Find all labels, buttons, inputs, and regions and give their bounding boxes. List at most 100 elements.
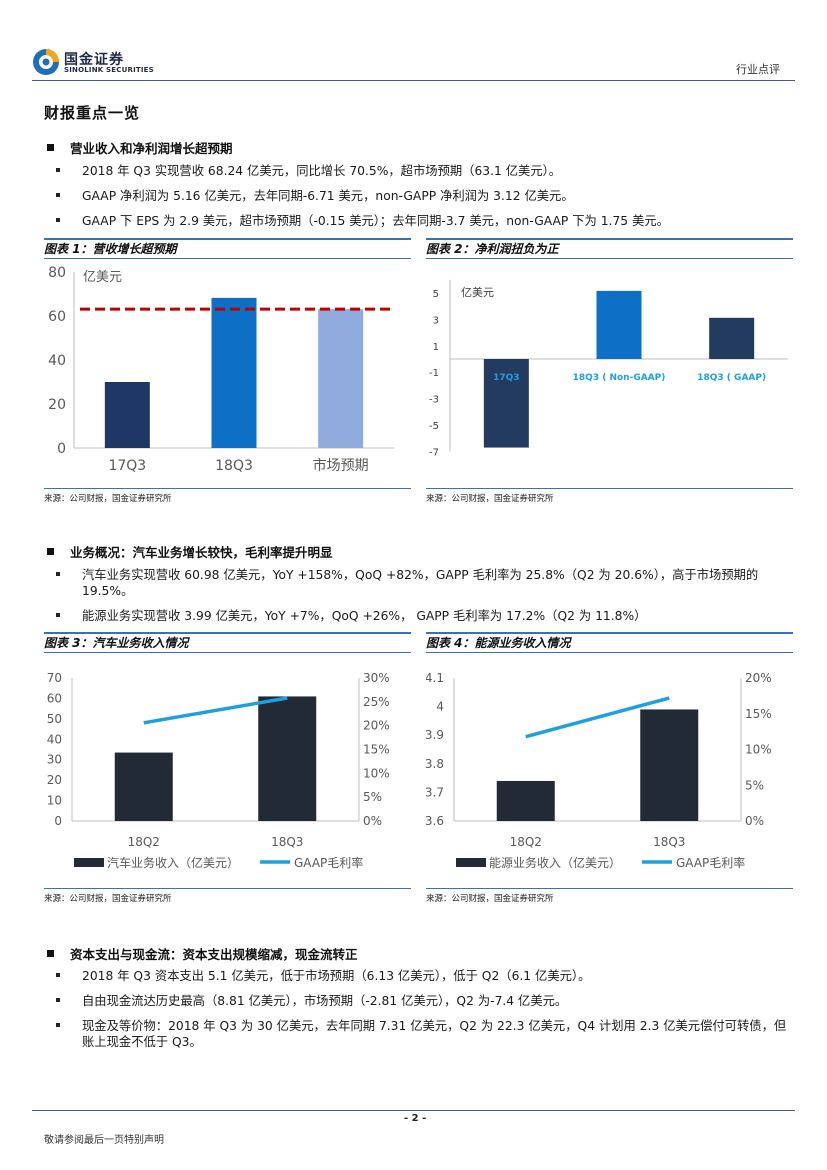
y-left-tick-label: 70 bbox=[47, 671, 62, 685]
gross-margin-line bbox=[525, 696, 670, 739]
figure-2-top-rule bbox=[426, 238, 793, 240]
figure-4-top-rule bbox=[426, 632, 793, 634]
y-right-tick-label: 20% bbox=[363, 719, 390, 733]
figure-4-title: 图表 4：能源业务收入情况 bbox=[426, 636, 571, 650]
square-bullet-icon bbox=[47, 950, 54, 957]
figure-1-title-rule bbox=[44, 258, 411, 259]
subhead-capex-cashflow: 资本支出与现金流：资本支出规模缩减，现金流转正 bbox=[47, 944, 358, 963]
legend-bar-swatch bbox=[74, 858, 104, 867]
x-tick-label: 市场预期 bbox=[313, 457, 369, 474]
chart-auto-business: 0 10 20 30 40 50 60 70 0% 5% 10% 15% 20% 25% 30% 18Q2 18… bbox=[47, 671, 390, 870]
y-right-tick-label: 30% bbox=[363, 671, 390, 685]
y-right-tick-label: 10% bbox=[745, 743, 772, 757]
y-tick-label: 80 bbox=[48, 265, 66, 281]
y-left-tick-label: 3.8 bbox=[426, 757, 444, 771]
y-left-tick-label: 60 bbox=[47, 691, 62, 705]
legend-bar-swatch bbox=[456, 858, 486, 867]
figure-2-title-rule bbox=[426, 258, 793, 259]
header-divider bbox=[32, 80, 795, 81]
figure-1-source: 来源：公司财报，国金证券研究所 bbox=[44, 494, 172, 504]
bar bbox=[496, 780, 555, 821]
x-tick-label: 18Q3 bbox=[271, 835, 303, 849]
legend-line-label: GAAP毛利率 bbox=[294, 855, 363, 870]
disclaimer: 敬请参阅最后一页特别声明 bbox=[44, 1135, 164, 1146]
bullet-text: 2018 年 Q3 资本支出 5.1 亿美元，低于市场预期（6.13 亿美元），… bbox=[82, 969, 591, 983]
x-tick-label: 18Q3 bbox=[653, 835, 685, 849]
y-right-tick-label: 15% bbox=[363, 743, 390, 757]
bullet-icon bbox=[56, 973, 60, 977]
y-left-tick-label: 3.7 bbox=[426, 785, 444, 799]
gross-margin-line bbox=[143, 696, 288, 725]
logo-english-name: SINOLINK SECURITIES bbox=[64, 66, 154, 74]
footer-divider bbox=[32, 1110, 795, 1111]
bullet-text: 汽车业务实现营收 60.98 亿美元，YoY +158%，QoQ +82%，GA… bbox=[82, 568, 759, 598]
logo-chinese-name: 国金证券 bbox=[64, 52, 124, 68]
bullet-text: 自由现金流达历史最高（8.81 亿美元），市场预期（-2.81 亿美元），Q2 … bbox=[82, 994, 568, 1008]
y-tick-label: -1 bbox=[429, 368, 439, 379]
y-left-tick-label: 3.6 bbox=[426, 814, 444, 828]
bullet-text: 能源业务实现营收 3.99 亿美元，YoY +7%，QoQ +26%， GAPP… bbox=[82, 609, 647, 623]
bullet-text: 2018 年 Q3 实现营收 68.24 亿美元，同比增长 70.5%，超市场预… bbox=[82, 164, 562, 178]
unit-label: 亿美元 bbox=[83, 270, 122, 285]
y-left-tick-label: 3.9 bbox=[426, 728, 444, 742]
figure-3-source: 来源：公司财报，国金证券研究所 bbox=[44, 894, 172, 904]
y-right-tick-label: 20% bbox=[745, 671, 772, 685]
y-left-tick-label: 4.1 bbox=[426, 671, 444, 685]
y-left-tick-label: 40 bbox=[47, 732, 62, 746]
figure-2-title: 图表 2：净利润扭负为正 bbox=[426, 242, 559, 256]
y-tick-label: -7 bbox=[429, 447, 439, 458]
y-left-tick-label: 10 bbox=[47, 794, 62, 808]
bar bbox=[258, 696, 317, 821]
square-bullet-icon bbox=[47, 548, 54, 555]
y-right-tick-label: 0% bbox=[363, 814, 382, 828]
y-right-tick-label: 15% bbox=[745, 707, 772, 721]
y-right-tick-label: 25% bbox=[363, 695, 390, 709]
legend-bar-label: 能源业务收入（亿美元） bbox=[489, 855, 621, 870]
bullet-icon bbox=[56, 218, 60, 222]
y-right-tick-label: 0% bbox=[745, 814, 764, 828]
figure-1-top-rule bbox=[44, 238, 411, 240]
legend-bar-label: 汽车业务收入（亿美元） bbox=[107, 855, 239, 870]
bullet-text: 现金及等价物：2018 年 Q3 为 30 亿美元，去年同期 7.31 亿美元，… bbox=[82, 1019, 787, 1049]
chart-revenue: 0 20 40 60 80 亿美元 17Q3 18Q3 市场预期 bbox=[48, 265, 394, 474]
bullet-icon bbox=[56, 613, 60, 617]
bar bbox=[596, 290, 642, 359]
x-tick-label: 18Q2 bbox=[128, 835, 160, 849]
bar bbox=[709, 317, 755, 359]
bar bbox=[114, 752, 173, 821]
bullet-icon bbox=[56, 168, 60, 172]
y-tick-label: -3 bbox=[429, 395, 439, 406]
x-tick-label: 17Q3 bbox=[108, 458, 146, 474]
figure-3-title-rule bbox=[44, 652, 411, 653]
figure-3-top-rule bbox=[44, 632, 411, 634]
chart-net-profit: 5 3 1 -1 -3 -5 -7 亿美元 17Q3 18Q3 ( Non-GAAP) 18Q3 (… bbox=[429, 279, 788, 458]
y-tick-label: 60 bbox=[48, 309, 66, 325]
bullet-icon bbox=[56, 572, 60, 576]
figure-3-bottom-rule bbox=[44, 888, 411, 889]
section-title: 财报重点一览 bbox=[44, 104, 141, 122]
bar bbox=[211, 297, 257, 448]
bar bbox=[483, 359, 529, 448]
subhead-revenue-profit: 营业收入和净利润增长超预期 bbox=[47, 138, 233, 157]
bullet-icon bbox=[56, 1023, 60, 1027]
y-left-tick-label: 20 bbox=[47, 773, 62, 787]
subhead-business-overview: 业务概况：汽车业务增长较快，毛利率提升明显 bbox=[47, 542, 333, 561]
y-left-tick-label: 30 bbox=[47, 753, 62, 767]
y-tick-label: 3 bbox=[433, 315, 439, 326]
y-left-tick-label: 50 bbox=[47, 712, 62, 726]
y-tick-label: 1 bbox=[433, 342, 439, 353]
x-tick-label: 18Q3 bbox=[215, 458, 253, 474]
figure-2-source: 来源：公司财报，国金证券研究所 bbox=[426, 494, 554, 504]
figure-1-title: 图表 1：营收增长超预期 bbox=[44, 242, 177, 256]
sinolink-logo-icon bbox=[33, 49, 59, 75]
y-left-tick-label: 0 bbox=[54, 814, 62, 828]
y-right-tick-label: 5% bbox=[745, 778, 764, 792]
bullet-text: GAAP 下 EPS 为 2.9 美元，超市场预期（-0.15 美元）；去年同期… bbox=[82, 214, 669, 228]
x-tick-label: 18Q3 ( Non-GAAP) bbox=[573, 373, 666, 383]
chart-energy-business: 3.6 3.7 3.8 3.9 4 4.1 0% 5% 10% 15% 20% 18Q2 18Q3 能源业… bbox=[426, 671, 772, 870]
bar bbox=[318, 309, 364, 448]
y-right-tick-label: 5% bbox=[363, 790, 382, 804]
bullet-icon bbox=[56, 193, 60, 197]
figure-1-bottom-rule bbox=[44, 488, 411, 489]
y-tick-label: 20 bbox=[48, 397, 66, 413]
